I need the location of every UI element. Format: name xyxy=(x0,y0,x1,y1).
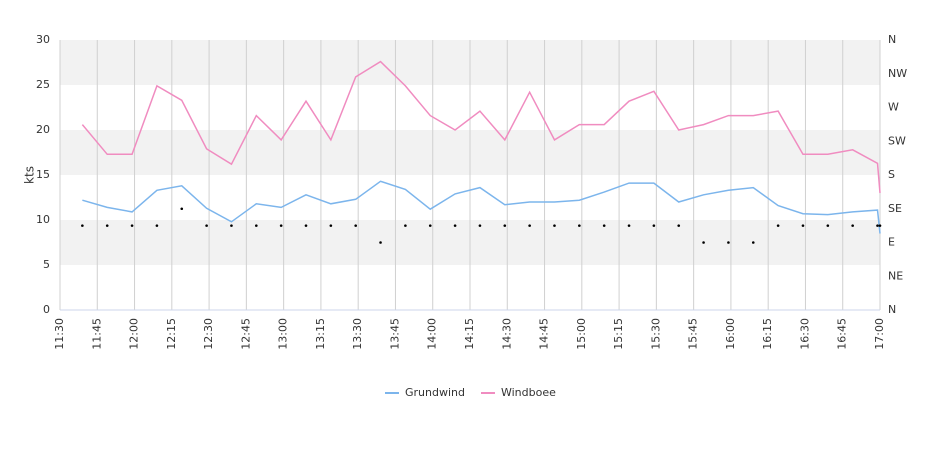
direction-dot xyxy=(578,224,581,227)
x-tick-label: 14:15 xyxy=(463,318,476,350)
x-tick-label: 14:00 xyxy=(426,318,439,350)
x-tick-label: 16:15 xyxy=(761,318,774,350)
direction-dot xyxy=(702,241,705,244)
direction-dot xyxy=(751,241,755,244)
x-tick-label: 15:30 xyxy=(649,318,662,350)
direction-dot xyxy=(878,224,882,227)
direction-dot xyxy=(478,224,482,227)
direction-dot xyxy=(553,224,556,227)
direction-dot xyxy=(428,224,432,227)
x-tick-label: 16:30 xyxy=(798,318,811,350)
x-tick-label: 11:30 xyxy=(53,318,66,350)
y2-tick-label: NE xyxy=(888,269,903,282)
y-tick-label: 0 xyxy=(43,303,50,316)
x-tick-label: 11:45 xyxy=(90,318,103,350)
x-tick-label: 15:45 xyxy=(687,318,700,350)
x-tick-label: 12:45 xyxy=(239,318,252,350)
direction-dot xyxy=(826,224,830,227)
direction-dot xyxy=(851,224,854,227)
direction-dot xyxy=(255,224,258,227)
x-tick-label: 13:15 xyxy=(314,318,327,350)
direction-dot xyxy=(776,224,780,227)
y2-tick-label: SE xyxy=(888,202,902,215)
x-tick-label: 16:45 xyxy=(836,318,849,350)
x-tick-label: 14:30 xyxy=(500,318,513,350)
x-tick-label: 15:00 xyxy=(575,318,588,350)
direction-dot xyxy=(130,224,134,227)
y-tick-label: 25 xyxy=(36,78,50,91)
x-tick-label: 12:30 xyxy=(202,318,215,350)
direction-dot xyxy=(528,224,531,227)
direction-dot xyxy=(602,224,606,227)
direction-dot xyxy=(876,224,879,227)
direction-dot xyxy=(379,241,382,244)
x-tick-label: 16:00 xyxy=(724,318,737,350)
direction-dot xyxy=(279,224,283,227)
direction-dot xyxy=(727,241,730,244)
direction-dot xyxy=(105,224,109,227)
y2-tick-label: N xyxy=(888,33,896,46)
direction-dot xyxy=(81,224,84,227)
x-tick-label: 17:00 xyxy=(873,318,886,350)
x-tick-label: 12:00 xyxy=(128,318,141,350)
y2-tick-label: NW xyxy=(888,67,907,80)
direction-dot xyxy=(453,224,457,227)
legend-label: Grundwind xyxy=(405,386,465,399)
y-tick-label: 10 xyxy=(36,213,50,226)
direction-dot xyxy=(677,224,681,227)
y2-tick-label: N xyxy=(888,303,896,316)
series-line xyxy=(82,180,881,234)
legend-label: Windboee xyxy=(501,386,556,399)
x-tick-label: 13:45 xyxy=(388,318,401,350)
direction-dot xyxy=(404,224,407,227)
y2-tick-label: S xyxy=(888,168,895,181)
direction-dot xyxy=(304,224,308,227)
x-tick-label: 12:15 xyxy=(165,318,178,350)
y2-tick-label: W xyxy=(888,101,899,114)
direction-dot xyxy=(155,224,159,227)
y2-tick-label: E xyxy=(888,236,895,249)
y-tick-label: 5 xyxy=(43,258,50,271)
direction-dot xyxy=(652,224,656,227)
direction-dot xyxy=(230,224,233,227)
direction-dot xyxy=(180,207,184,211)
y-tick-label: 30 xyxy=(36,33,50,46)
y2-tick-label: SW xyxy=(888,134,906,147)
direction-dot xyxy=(354,224,357,227)
y-tick-label: 20 xyxy=(36,123,50,136)
series-line xyxy=(81,60,881,194)
x-tick-label: 13:00 xyxy=(277,318,290,350)
x-tick-label: 13:30 xyxy=(351,318,364,350)
direction-dot xyxy=(801,224,805,227)
y-axis-label: kts xyxy=(23,166,37,184)
x-tick-label: 15:15 xyxy=(612,318,625,350)
direction-dot xyxy=(329,224,333,227)
direction-dot xyxy=(503,224,507,227)
direction-dot xyxy=(627,224,631,227)
y-tick-label: 15 xyxy=(36,168,50,181)
direction-dot xyxy=(205,224,208,227)
x-tick-label: 14:45 xyxy=(538,318,551,350)
